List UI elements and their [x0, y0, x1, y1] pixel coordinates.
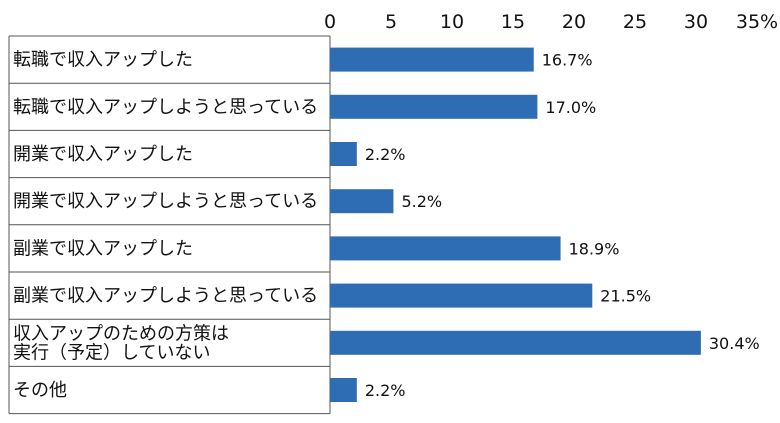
- bar: [330, 142, 357, 166]
- data-label: 5.2%: [401, 192, 442, 211]
- data-label: 18.9%: [569, 239, 620, 258]
- category-label: 実行（予定）していない: [13, 342, 210, 363]
- bar: [330, 94, 538, 119]
- data-label: 30.4%: [709, 334, 760, 353]
- category-label: 転職で収入アップしようと思っている: [13, 97, 318, 118]
- x-tick-label: 30: [684, 11, 708, 33]
- category-label: 副業で収入アップしようと思っている: [13, 286, 318, 307]
- bar: [330, 236, 561, 261]
- bar: [330, 378, 357, 402]
- data-label: 16.7%: [542, 51, 593, 70]
- category-label: 転職で収入アップした: [13, 50, 193, 71]
- bar: [330, 47, 534, 72]
- category-label: 副業で収入アップした: [13, 238, 193, 259]
- x-tick-label: 0: [324, 11, 336, 33]
- bar: [330, 283, 593, 308]
- x-tick-label: 35%: [736, 11, 778, 33]
- bar: [330, 330, 701, 355]
- data-label: 2.2%: [365, 145, 406, 164]
- bar: [330, 189, 394, 214]
- x-tick-label: 20: [562, 11, 586, 33]
- category-label: その他: [13, 380, 67, 401]
- category-label: 開業で収入アップした: [13, 144, 193, 165]
- x-tick-label: 10: [440, 11, 464, 33]
- data-label: 21.5%: [600, 287, 651, 306]
- data-label: 2.2%: [365, 381, 406, 400]
- data-label: 17.0%: [545, 98, 596, 117]
- category-label: 開業で収入アップしようと思っている: [13, 191, 318, 212]
- x-tick-label: 5: [385, 11, 397, 33]
- x-tick-label: 25: [623, 11, 647, 33]
- category-label: 収入アップのための方策は: [13, 323, 229, 344]
- x-tick-label: 15: [501, 11, 525, 33]
